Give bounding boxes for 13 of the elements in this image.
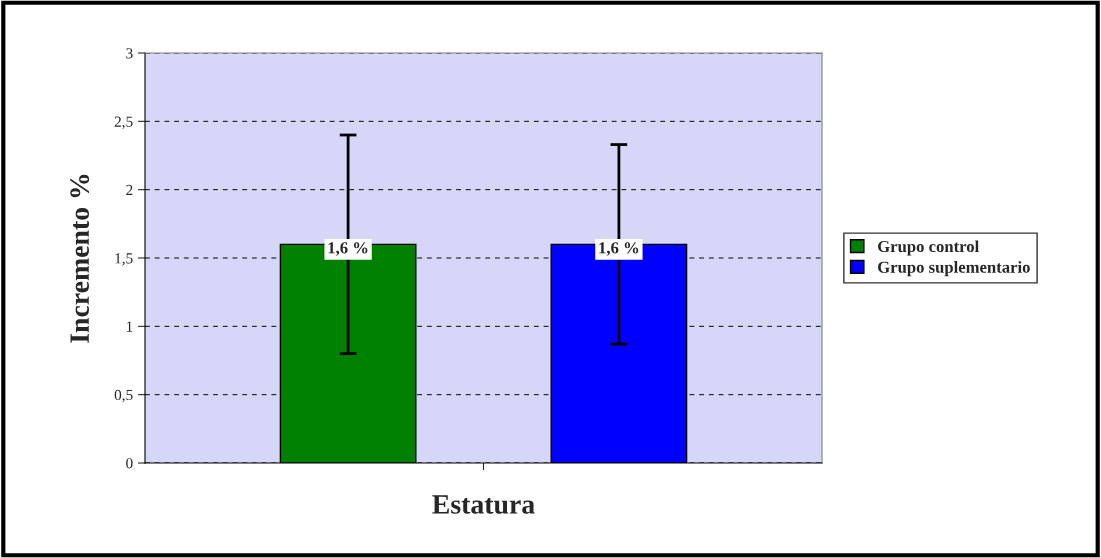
y-tick-label: 0,5: [114, 389, 133, 403]
x-axis-title: Estatura: [432, 495, 535, 514]
y-tick-label: 0: [126, 458, 133, 469]
y-tick-label: 2: [126, 184, 133, 195]
legend-label: Grupo control: [878, 240, 979, 256]
y-tick-label: 2,5: [114, 116, 133, 129]
data-label: 1,6 %: [599, 242, 639, 256]
data-label: 1,6 %: [328, 242, 368, 256]
legend-label: Grupo suplementario: [878, 261, 1030, 277]
y-tick-label: 1: [126, 321, 133, 332]
y-tick-label: 1,5: [115, 253, 133, 266]
y-axis-title: Incremento %: [70, 174, 90, 343]
y-tick-label: 3: [126, 48, 133, 59]
